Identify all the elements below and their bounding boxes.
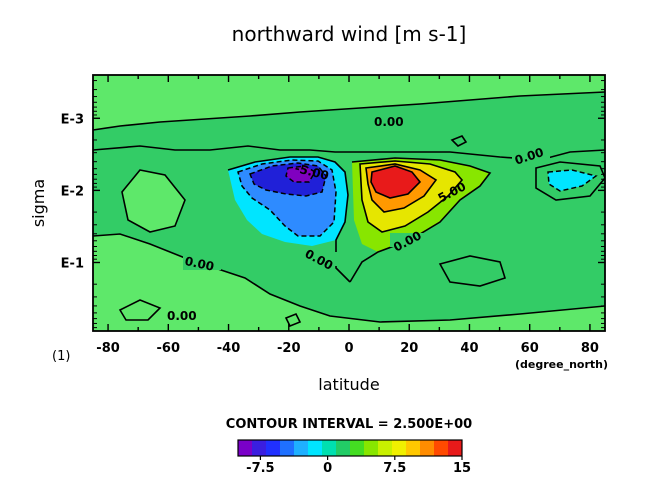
- contour-label: 0.00: [183, 254, 215, 274]
- colorbar: [237, 439, 463, 457]
- x-unit-label: (degree_north): [515, 358, 608, 371]
- colorbar-swatch: [266, 440, 281, 456]
- field-patch-light: [93, 75, 605, 130]
- negative-contours: [237, 159, 598, 237]
- contour-small: [118, 299, 162, 321]
- colorbar-swatch: [322, 440, 337, 456]
- x-axis-label: latitude: [318, 375, 379, 394]
- x-tick-label: 0: [344, 341, 353, 356]
- field-patch-light: [122, 170, 185, 232]
- colorbar-swatch: [280, 440, 295, 456]
- y-tick-label: E-3: [61, 112, 84, 127]
- contour-small: [450, 135, 468, 147]
- contour-negative: [237, 159, 337, 237]
- contour-zero: [93, 91, 605, 131]
- colorbar-swatch: [448, 440, 463, 456]
- colorbar-swatch: [350, 440, 365, 456]
- contour-peak: [370, 165, 422, 199]
- contour-negative: [285, 165, 317, 183]
- colorbar-frame: [237, 439, 463, 457]
- colorbar-swatch: [294, 440, 309, 456]
- colorbar-swatch: [336, 440, 351, 456]
- x-tick-label: 80: [581, 341, 599, 356]
- colorbar-swatch: [420, 440, 435, 456]
- contour-five: [359, 160, 464, 233]
- contour-interval-label: CONTOUR INTERVAL = 2.500E+00: [226, 417, 472, 432]
- x-tick-label: 20: [400, 341, 418, 356]
- plot-area: 0.00 0.00 0.00 0.00 0.00 0.00 5.00 -5.00: [93, 75, 605, 331]
- y-axis: E-3 E-2 E-1: [61, 80, 605, 329]
- contour-zero: [93, 233, 605, 323]
- x-tick-label: -40: [217, 341, 241, 356]
- negative-region-small: [548, 170, 596, 191]
- panel-label: (1): [52, 349, 70, 364]
- contour-small: [535, 161, 605, 201]
- colorbar-ticks: -7.5 0 7.5 15: [246, 456, 471, 476]
- y-tick-label: E-2: [61, 184, 84, 199]
- colorbar-swatch: [434, 440, 449, 456]
- colorbar-tick-label: 7.5: [383, 461, 406, 476]
- contour-higher: [365, 163, 438, 213]
- colorbar-tick-label: 0: [323, 461, 332, 476]
- x-tick-label: -60: [157, 341, 181, 356]
- colorbar-swatch: [406, 440, 421, 456]
- contour-zero: [121, 169, 186, 233]
- contour-small: [284, 312, 302, 328]
- colorbar-swatch: [238, 440, 253, 456]
- chart-title: northward wind [m s-1]: [232, 22, 467, 46]
- x-tick-label: 40: [460, 341, 478, 356]
- contour-small: [438, 255, 507, 287]
- contour-label: 0.00: [374, 115, 404, 129]
- contour-negative: [547, 169, 598, 192]
- contour-zero: [349, 157, 492, 283]
- colorbar-swatch: [252, 440, 267, 456]
- positive-region-extreme: [371, 166, 420, 198]
- colorbar-swatch: [308, 440, 323, 456]
- x-tick-label: 60: [521, 341, 539, 356]
- x-axis: -80 -60 -40 -20 0 20 40 60 80: [96, 75, 599, 356]
- contour-negative: [249, 162, 327, 197]
- negative-region-extreme: [286, 166, 315, 182]
- x-tick-label: -80: [96, 341, 120, 356]
- colorbar-tick-label: -7.5: [246, 461, 274, 476]
- y-tick-label: E-1: [61, 256, 84, 271]
- colorbar-swatch: [364, 440, 379, 456]
- colorbar-swatch: [392, 440, 407, 456]
- contour-zero: [227, 156, 351, 283]
- y-axis-label: sigma: [29, 179, 48, 227]
- x-tick-label: -20: [277, 341, 301, 356]
- field-patch-light: [93, 234, 605, 331]
- colorbar-tick-label: 15: [453, 461, 471, 476]
- contour-label: 0.00: [167, 309, 197, 323]
- colorbar-swatch: [378, 440, 393, 456]
